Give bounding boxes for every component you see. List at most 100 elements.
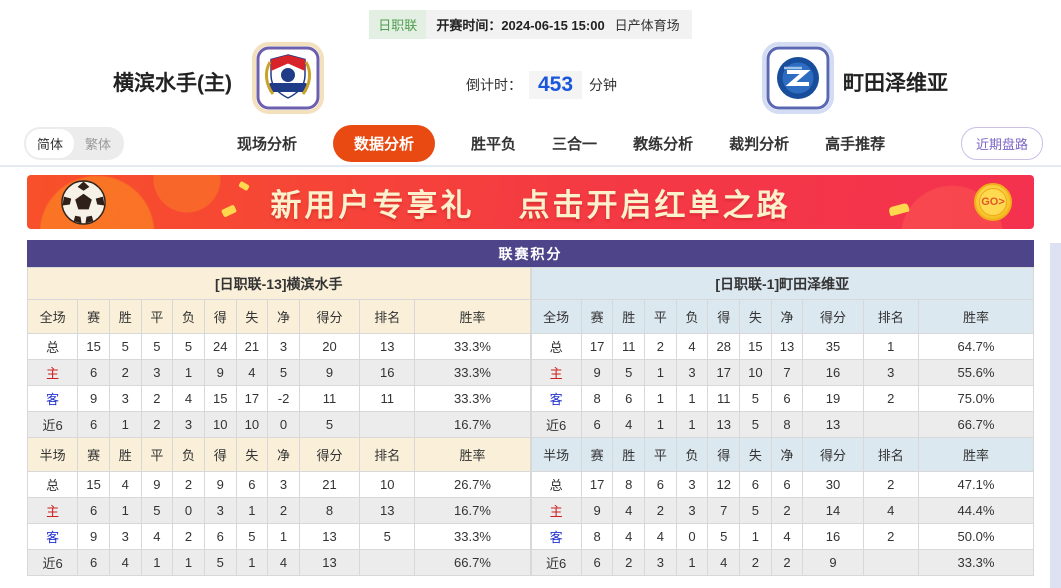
stat-cell: 9 — [140, 471, 174, 498]
stat-cell: 1 — [235, 549, 269, 576]
stat-cell: 7 — [770, 359, 804, 386]
stat-cell: 3 — [108, 385, 142, 412]
go-coin-label: GO> — [979, 188, 1007, 216]
row-label: 总 — [26, 333, 79, 360]
tab-教练分析[interactable]: 教练分析 — [633, 135, 694, 153]
stat-cell: 13 — [298, 549, 361, 576]
tab-数据分析[interactable]: 数据分析 — [333, 124, 436, 162]
stat-cell: 1 — [644, 359, 677, 386]
stat-cell: 5 — [172, 333, 205, 360]
stat-cell: 5 — [203, 549, 237, 576]
stat-cell: 6 — [770, 385, 804, 412]
stat-cell: 2 — [770, 497, 804, 524]
row-label: 近6 — [26, 411, 79, 438]
language-toggle: 简体 繁体 — [24, 126, 125, 160]
tab-裁判分析[interactable]: 裁判分析 — [729, 135, 790, 153]
column-header: 失 — [235, 299, 269, 334]
lang-traditional[interactable]: 繁体 — [85, 136, 112, 152]
stat-cell: 1 — [235, 497, 269, 524]
tab-胜平负[interactable]: 胜平负 — [471, 135, 517, 153]
stat-cell: 6 — [580, 411, 614, 438]
column-header: 失 — [235, 437, 269, 472]
stat-cell: 66.7% — [917, 411, 1035, 438]
league-points-section: 联赛积分 [日职联-13]横滨水手 全场赛胜平负得失净得分 排名 胜率总 15 5 5 5 24… — [26, 240, 1035, 576]
stat-cell — [359, 549, 416, 576]
column-header: 胜率 — [414, 299, 531, 334]
team-header: [日职联-13]横滨水手 — [27, 267, 531, 300]
stat-cell: 4 — [612, 497, 646, 524]
stat-cell: 3 — [675, 497, 709, 524]
home-team-name: 横滨水手(主) — [113, 72, 232, 95]
column-header: 失 — [739, 437, 772, 472]
stat-cell: 3 — [203, 497, 237, 524]
stat-cell: 2 — [862, 471, 919, 498]
stat-cell: 10 — [739, 359, 772, 386]
column-header: 得分 — [298, 299, 361, 334]
column-header: 半场 — [26, 437, 79, 472]
tab-高手推荐[interactable]: 高手推荐 — [825, 135, 886, 153]
stat-cell: 5 — [739, 385, 772, 412]
column-header: 胜率 — [414, 437, 531, 472]
league-badge: 日职联 — [369, 10, 427, 39]
stat-cell: 3 — [644, 549, 677, 576]
stat-cell: 2 — [644, 497, 677, 524]
stat-cell: 15 — [203, 385, 237, 412]
row-label: 总 — [26, 471, 79, 498]
stat-cell: 3 — [862, 359, 919, 386]
tab-现场分析[interactable]: 现场分析 — [237, 135, 298, 153]
stat-cell: 6 — [77, 359, 110, 386]
stat-cell — [359, 411, 416, 438]
away-team-logo-icon — [762, 42, 834, 119]
stat-cell: 17 — [580, 471, 614, 498]
stat-cell: 11 — [707, 385, 741, 412]
column-header: 排名 — [862, 299, 919, 334]
stat-cell: 4 — [644, 523, 677, 550]
stat-cell: 8 — [580, 385, 614, 412]
stat-cell: 13 — [770, 333, 804, 360]
stat-cell: 6 — [77, 411, 110, 438]
row-label: 主 — [26, 359, 79, 386]
stat-cell: 2 — [172, 471, 205, 498]
stat-cell: 4 — [172, 385, 205, 412]
stat-cell: 6 — [644, 471, 677, 498]
stat-cell: 4 — [612, 411, 646, 438]
stat-cell: 16 — [802, 359, 864, 386]
recent-trend-button[interactable]: 近期盘路 — [960, 126, 1043, 160]
stat-cell: 2 — [612, 549, 646, 576]
stat-cell: 6 — [580, 549, 614, 576]
table-row: 近6 6 4 1 1 13 5 8 13 66.7% — [530, 411, 1035, 438]
stat-cell: 17 — [235, 385, 269, 412]
column-header: 负 — [172, 299, 205, 334]
row-label: 近6 — [530, 411, 582, 438]
row-label: 客 — [26, 523, 79, 550]
go-coin-button[interactable]: GO> — [974, 183, 1012, 221]
column-header: 胜 — [108, 299, 142, 334]
stat-cell: 4 — [862, 497, 919, 524]
stat-cell: 19 — [802, 385, 864, 412]
stat-cell: 7 — [707, 497, 741, 524]
row-label: 主 — [530, 359, 582, 386]
tab-三合一[interactable]: 三合一 — [552, 135, 598, 153]
column-header: 负 — [172, 437, 205, 472]
stat-cell: 2 — [644, 333, 677, 360]
lang-simplified[interactable]: 简体 — [26, 128, 75, 158]
stat-cell: 1 — [172, 549, 205, 576]
countdown-value: 453 — [529, 71, 583, 99]
stat-cell: 50.0% — [917, 523, 1035, 550]
stat-cell: 2 — [862, 385, 919, 412]
stat-cell: 15 — [77, 471, 110, 498]
column-header: 赛 — [580, 299, 614, 334]
home-team-logo-icon — [252, 42, 324, 119]
stat-cell: 2 — [140, 411, 174, 438]
football-icon — [60, 179, 107, 229]
stat-cell: 6 — [235, 471, 269, 498]
away-team-stats-table: [日职联-1]町田泽维亚 全场赛胜平负得失净得分 排名 胜率总 17 11 2 4 28 15 13… — [530, 267, 1035, 576]
stat-cell: 5 — [267, 359, 300, 386]
row-label: 主 — [530, 497, 582, 524]
stat-cell: 66.7% — [414, 549, 531, 576]
stat-cell: 15 — [77, 333, 110, 360]
stat-cell: 4 — [235, 359, 269, 386]
promo-banner[interactable]: 新用户专享礼 点击开启红单之路 GO> — [27, 175, 1034, 229]
stat-cell — [862, 411, 919, 438]
column-header: 平 — [644, 437, 677, 472]
